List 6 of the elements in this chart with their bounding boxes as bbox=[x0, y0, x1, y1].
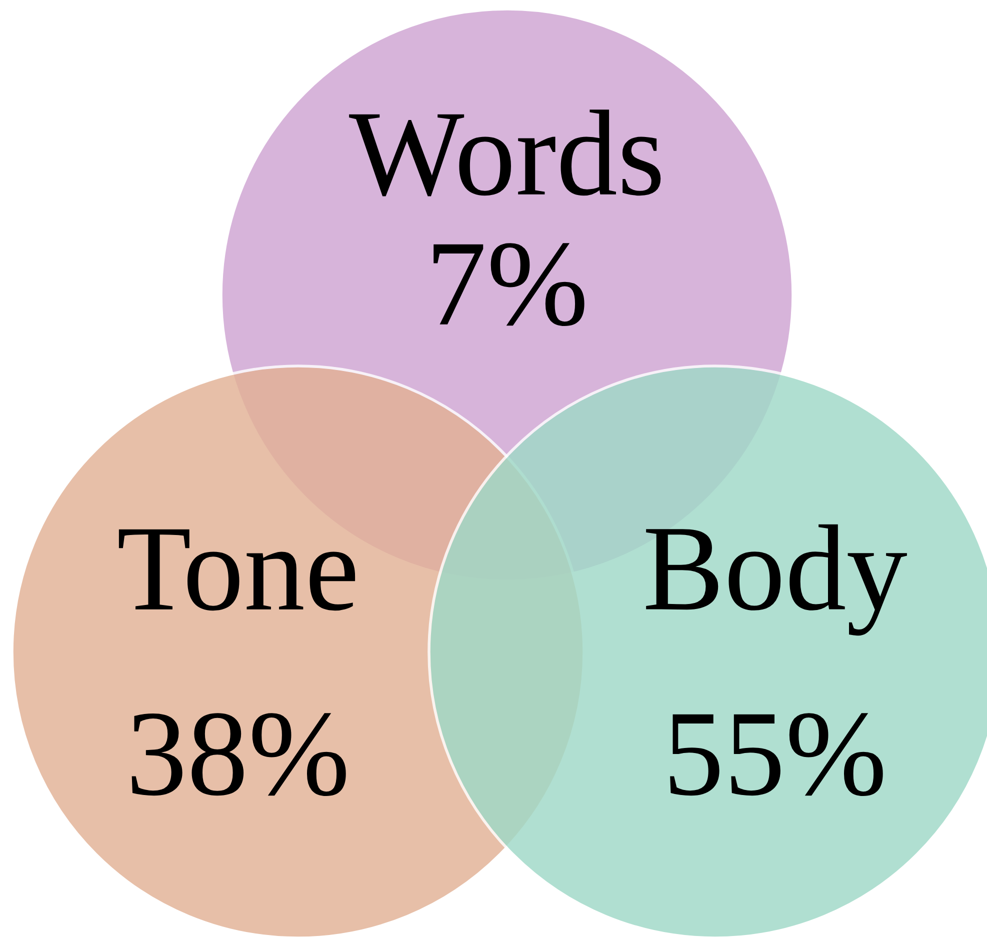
data-label: 55% bbox=[670, 713, 883, 796]
category-label: Body bbox=[646, 524, 907, 636]
data-label: 38% bbox=[132, 713, 346, 796]
category-label: Words bbox=[349, 110, 661, 196]
category-label: Tone bbox=[118, 529, 356, 611]
data-label: 7% bbox=[434, 243, 584, 326]
